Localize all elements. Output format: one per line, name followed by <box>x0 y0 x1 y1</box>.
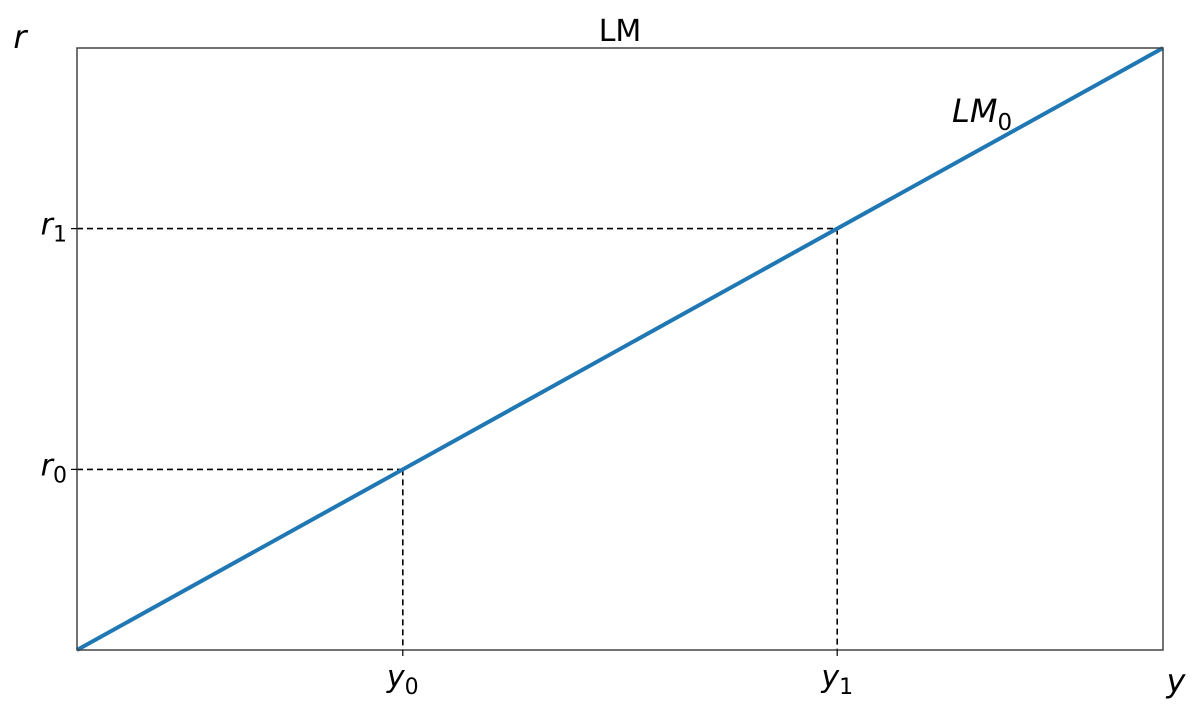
x-tick-label-1-subscript: 1 <box>839 675 853 700</box>
x-tick-label-0-symbol: y <box>386 660 406 695</box>
series-line-0 <box>76 46 1164 652</box>
y-tick-label-0-symbol: r <box>41 448 55 483</box>
x-tick-label-1-symbol: y <box>820 660 840 695</box>
chart-title: LM <box>599 14 642 49</box>
series-label-0: LM0 <box>952 92 1012 136</box>
y-tick-label-1: r1 <box>41 208 67 248</box>
y-tick-label-0-subscript: 0 <box>53 463 67 488</box>
y-axis-label: r <box>13 18 28 56</box>
axes-frame <box>76 47 1164 651</box>
y-tick-label-0: r0 <box>41 448 67 488</box>
x-axis-label: y <box>1166 662 1187 700</box>
series-label-subscript: 0 <box>997 110 1012 136</box>
y-tick-label-1-subscript: 1 <box>53 223 67 248</box>
x-tick-label-0-subscript: 0 <box>405 675 419 700</box>
y-tick-label-1-symbol: r <box>41 208 55 243</box>
x-tick-label-0: y0 <box>386 660 419 700</box>
x-tick-label-1: y1 <box>820 660 853 700</box>
series-label-name: LM <box>952 92 997 130</box>
